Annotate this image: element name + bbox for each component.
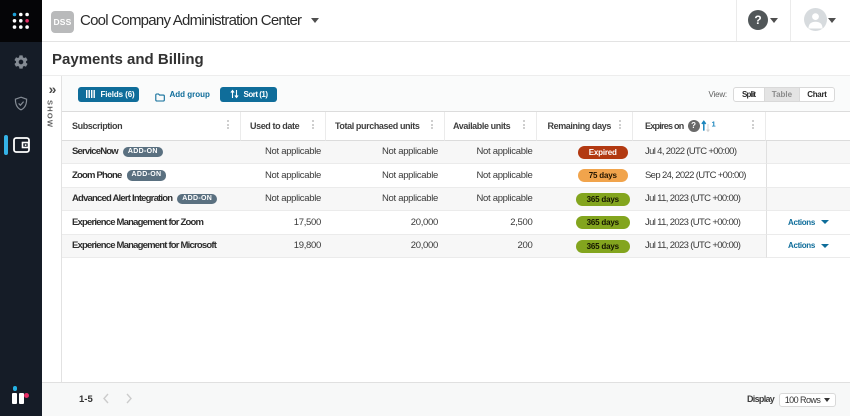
svg-text:1: 1 <box>711 119 715 128</box>
